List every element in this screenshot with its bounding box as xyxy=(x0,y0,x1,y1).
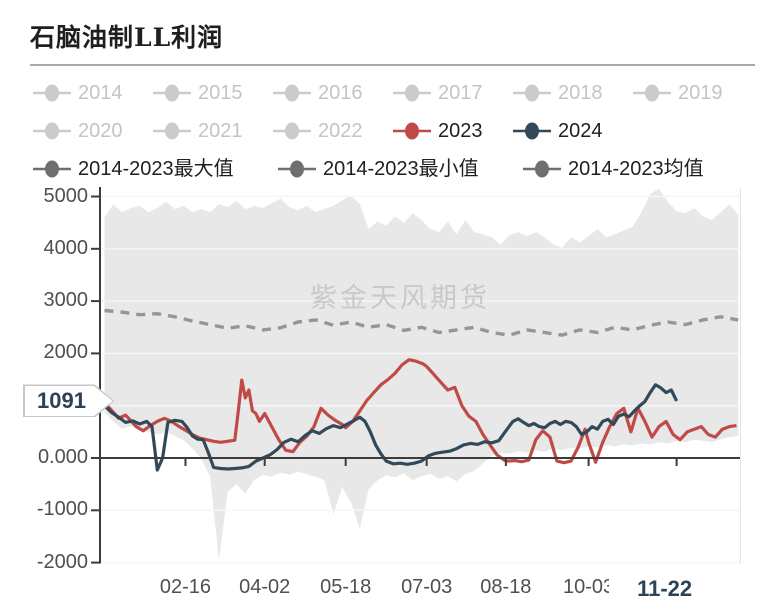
legend-label: 2023 xyxy=(438,120,483,142)
legend-line-marker-icon xyxy=(153,84,191,102)
x-axis-label: 02-16 xyxy=(159,576,212,598)
series-line-2023 xyxy=(103,358,737,465)
legend-item-2021[interactable]: 2021 xyxy=(153,120,273,142)
y-axis-label: 4000 xyxy=(43,236,89,259)
x-axis-label: 07-03 xyxy=(401,576,453,598)
legend-label: 2024 xyxy=(558,120,603,142)
legend-line-marker-icon xyxy=(393,84,431,102)
legend: 2014 2015 2016 2017 2018 2019 2020 2021 2022 2023… xyxy=(33,74,768,188)
legend-label: 2022 xyxy=(318,120,363,142)
legend-line-marker-icon xyxy=(513,84,551,102)
pointer-box xyxy=(24,385,113,416)
band-min-max-area xyxy=(104,188,739,560)
y-axis-label: 2000 xyxy=(43,341,89,364)
legend-label: 2019 xyxy=(678,82,723,104)
legend-label: 2014-2023最大值 xyxy=(78,158,234,180)
legend-line-marker-icon xyxy=(33,84,71,102)
watermark: 紫金天风期货 xyxy=(310,283,490,313)
legend-line-marker-icon xyxy=(513,122,551,140)
x-axis-label: 05-18 xyxy=(320,576,372,598)
y-axis-label: -1000 xyxy=(36,498,88,521)
y-axis-pointer-label: 1091 xyxy=(23,384,114,418)
legend-line-marker-icon xyxy=(523,160,561,178)
legend-line-marker-icon xyxy=(153,122,191,140)
legend-item-2014-2023-[interactable]: 2014-2023最小值 xyxy=(278,158,523,180)
legend-label: 2020 xyxy=(78,120,123,142)
legend-line-marker-icon xyxy=(273,122,311,140)
legend-item-2014[interactable]: 2014 xyxy=(33,82,153,104)
series-line-2024 xyxy=(103,383,679,472)
legend-line-marker-icon xyxy=(393,122,431,140)
legend-item-2014-2023-[interactable]: 2014-2023均值 xyxy=(523,158,768,180)
x-axis-pointer-label: 11-22 xyxy=(608,573,721,605)
legend-label: 2014-2023最小值 xyxy=(323,158,479,180)
pointer-value: 1091 xyxy=(37,387,86,413)
y-axis-label: 5000 xyxy=(43,184,89,207)
legend-item-2019[interactable]: 2019 xyxy=(633,82,753,104)
legend-item-2015[interactable]: 2015 xyxy=(153,82,273,104)
x-axis-label: 04-02 xyxy=(239,576,291,598)
legend-label: 2017 xyxy=(438,82,483,104)
title-divider xyxy=(30,64,755,66)
legend-row-1: 2014 2015 2016 2017 2018 2019 xyxy=(33,74,768,112)
legend-label: 2014-2023均值 xyxy=(568,158,704,180)
legend-item-2018[interactable]: 2018 xyxy=(513,82,633,104)
legend-label: 2018 xyxy=(558,82,603,104)
legend-item-2023[interactable]: 2023 xyxy=(393,120,513,142)
legend-row-3: 2014-2023最大值 2014-2023最小值 2014-2023均值 xyxy=(33,150,768,188)
y-axis-label: -2000 xyxy=(36,550,88,573)
y-axis-label: 0.000 xyxy=(37,446,88,468)
legend-line-marker-icon xyxy=(33,160,71,178)
y-axis-label: 3000 xyxy=(43,289,89,312)
x-axis-label: 10-03 xyxy=(563,576,615,598)
legend-label: 2016 xyxy=(318,82,363,104)
series-line-2014-2023- xyxy=(104,308,739,337)
legend-label: 2015 xyxy=(198,82,243,104)
legend-item-2020[interactable]: 2020 xyxy=(33,120,153,142)
legend-label: 2014 xyxy=(78,82,123,104)
legend-item-2016[interactable]: 2016 xyxy=(273,82,393,104)
legend-item-2024[interactable]: 2024 xyxy=(513,120,633,142)
legend-line-marker-icon xyxy=(278,160,316,178)
legend-item-2022[interactable]: 2022 xyxy=(273,120,393,142)
legend-line-marker-icon xyxy=(33,122,71,140)
legend-line-marker-icon xyxy=(273,84,311,102)
legend-item-2017[interactable]: 2017 xyxy=(393,82,513,104)
legend-line-marker-icon xyxy=(633,84,671,102)
chart-title: 石脑油制LL利润 xyxy=(30,23,224,52)
legend-label: 2021 xyxy=(198,120,243,142)
x-axis-label: 08-18 xyxy=(480,576,532,598)
legend-item-2014-2023-[interactable]: 2014-2023最大值 xyxy=(33,158,278,180)
legend-row-2: 2020 2021 2022 2023 2024 xyxy=(33,112,768,150)
